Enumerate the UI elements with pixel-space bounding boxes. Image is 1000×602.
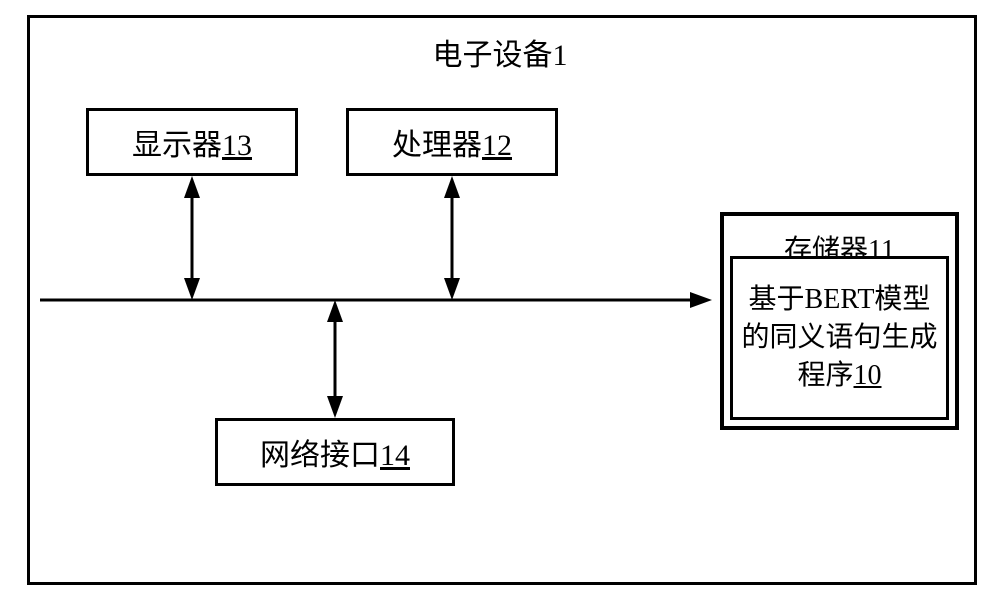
display-label-num: 13 bbox=[222, 129, 252, 162]
netif-label-prefix: 网络接口 bbox=[260, 439, 380, 472]
processor-label-prefix: 处理器 bbox=[392, 129, 482, 162]
network-interface-label: 网络接口14 bbox=[260, 430, 410, 474]
processor-box: 处理器12 bbox=[346, 108, 558, 176]
diagram-title: 电子设备1 bbox=[300, 30, 700, 74]
storage-program-label: 基于BERT模型的同义语句生成程序10 bbox=[741, 281, 937, 394]
processor-label: 处理器12 bbox=[392, 120, 512, 164]
diagram-canvas: 电子设备1 显示器13 处理器12 网络接口14 存储器11 基于BERT模型的… bbox=[0, 0, 1000, 602]
title-label: 电子设备1 bbox=[433, 39, 568, 72]
netif-label-num: 14 bbox=[380, 439, 410, 472]
processor-label-num: 12 bbox=[482, 129, 512, 162]
display-box: 显示器13 bbox=[86, 108, 298, 176]
storage-program-box: 基于BERT模型的同义语句生成程序10 bbox=[730, 256, 949, 420]
network-interface-box: 网络接口14 bbox=[215, 418, 455, 486]
display-label: 显示器13 bbox=[132, 120, 252, 164]
display-label-prefix: 显示器 bbox=[132, 129, 222, 162]
